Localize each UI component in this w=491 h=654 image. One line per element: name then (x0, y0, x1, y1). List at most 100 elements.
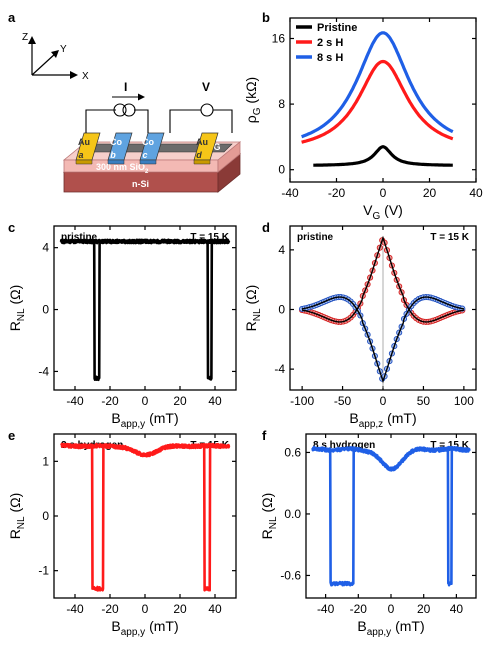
legend-entry: 8 s H (317, 52, 343, 64)
x-tick-label: -50 (334, 394, 352, 408)
panel-annotation-left: 8 s hydrogen (313, 440, 375, 451)
contacts: Au a Co b Co c Au d (75, 132, 219, 165)
axis-z-label: Z (22, 32, 28, 43)
current-label: I (124, 80, 127, 94)
x-tick-label: 0 (388, 602, 395, 616)
y-tick-label: 0 (42, 303, 49, 317)
x-tick-label: 0 (142, 394, 149, 408)
axis-y-label: Y (60, 44, 67, 55)
n-si-label: n-Si (132, 179, 149, 189)
x-tick-label: 20 (173, 394, 187, 408)
panel-f-chart: f -40 -20 0 20 40 -0.6 0.0 0.6 Bapp,y (mT) RNL (Ω… (259, 428, 477, 638)
x-axis-label: Bapp,y (mT) (357, 618, 424, 638)
x-tick-label: 40 (450, 602, 464, 616)
y-axis-label: RNL (Ω) (7, 493, 27, 540)
x-tick-label: 0 (380, 186, 387, 200)
x-tick-label: 20 (417, 602, 431, 616)
y-tick-label: 0 (278, 302, 285, 316)
contact-c: Co c (139, 132, 165, 165)
y-tick-label: 8 (278, 97, 285, 111)
panel-label-f: f (262, 428, 267, 443)
panel-label-a: a (8, 10, 16, 25)
contact-b: Co b (107, 132, 133, 165)
panel-annotation-right: T = 15 K (430, 440, 469, 451)
panel-label-b: b (262, 10, 270, 25)
x-tick-label: 40 (208, 602, 222, 616)
y-tick-label: 0.6 (284, 445, 301, 459)
sweep-up-line (59, 238, 230, 382)
panel-annotation-left: pristine (297, 232, 334, 243)
y-tick-label: 0 (278, 163, 285, 177)
y-axis-label: ρG (kΩ) (243, 77, 263, 123)
contact-b-metal-label: Co (110, 137, 122, 147)
contact-b-edge (107, 159, 125, 165)
contact-d-letter: d (196, 150, 202, 160)
y-tick-label: -4 (274, 362, 285, 376)
sweep-down-line (60, 442, 231, 592)
x-tick-label: 100 (454, 394, 474, 408)
fit-line-1 (301, 235, 465, 323)
y-tick-label: 0 (42, 509, 49, 523)
contact-a: Au a (75, 132, 101, 165)
sio2-label: 300 nm SiO2 (96, 162, 149, 175)
panel-annotation-right: T = 15 K (190, 232, 229, 243)
x-tick-label: 40 (208, 394, 222, 408)
x-tick-label: -40 (66, 602, 84, 616)
device-schematic: a Z Y X 300 nm SiO2 n-Si SLG AuaCobCocAu… (8, 10, 242, 193)
contact-d-metal-label: Au (196, 137, 208, 147)
panel-b-chart: b -40 -20 0 20 40 0 8 16 VG (V) ρG (kΩ) Pristine 2 … (243, 10, 483, 222)
y-tick-label: 4 (278, 243, 285, 257)
legend-entry: 2 s H (317, 37, 343, 49)
panel-label-c: c (8, 220, 15, 235)
voltage-label: V (202, 80, 210, 94)
x-tick-label: -20 (101, 394, 119, 408)
x-tick-label: -40 (281, 186, 299, 200)
panel-label-e: e (8, 428, 15, 443)
contact-a-metal-label: Au (78, 137, 90, 147)
x-axis-label: VG (V) (363, 202, 403, 222)
sio2-side (217, 141, 241, 173)
voltmeter-icon (169, 103, 233, 133)
x-tick-label: 40 (469, 186, 483, 200)
x-tick-label: 0 (142, 602, 149, 616)
x-tick-label: -20 (350, 602, 368, 616)
y-axis-label: RNL (Ω) (7, 285, 27, 332)
panel-annotation-left: pristine (61, 232, 98, 243)
coordinate-axes-icon (28, 36, 78, 79)
contact-c-edge (139, 159, 157, 165)
y-axis-label: RNL (Ω) (243, 285, 263, 332)
series-line-1 (312, 145, 454, 167)
x-tick-label: 20 (423, 186, 437, 200)
x-tick-label: -20 (101, 602, 119, 616)
y-axis-label: RNL (Ω) (259, 493, 279, 540)
contact-a-letter: a (78, 150, 83, 160)
y-tick-label: 0.0 (284, 507, 301, 521)
x-tick-label: -40 (66, 394, 84, 408)
contact-b-letter: b (110, 150, 116, 160)
x-axis-label: Bapp,y (mT) (111, 410, 178, 430)
x-tick-label: 50 (417, 394, 431, 408)
legend-entry: Pristine (317, 22, 357, 34)
x-tick-label: -100 (290, 394, 314, 408)
contact-c-metal-label: Co (142, 137, 154, 147)
contact-a-edge (75, 159, 93, 165)
x-axis-label: Bapp,y (mT) (111, 618, 178, 638)
contact-d: Au d (193, 132, 219, 165)
y-tick-label: -1 (38, 564, 49, 578)
sweep-down-line (311, 445, 471, 587)
y-tick-label: 4 (42, 241, 49, 255)
contact-c-letter: c (142, 150, 147, 160)
x-tick-label: 20 (173, 602, 187, 616)
panel-annotation-right: T = 15 K (430, 232, 469, 243)
y-tick-label: 1 (42, 454, 49, 468)
x-tick-label: -20 (328, 186, 346, 200)
y-tick-label: 16 (272, 32, 286, 46)
panel-d-chart: d -100 -50 0 50 100 -4 0 4 Bapp,z (mT) RNL (Ω) pri… (243, 220, 477, 430)
x-tick-label: 0 (380, 394, 387, 408)
x-axis-label: Bapp,z (mT) (349, 410, 416, 430)
y-tick-label: -0.6 (280, 568, 301, 582)
x-tick-label: -40 (317, 602, 335, 616)
